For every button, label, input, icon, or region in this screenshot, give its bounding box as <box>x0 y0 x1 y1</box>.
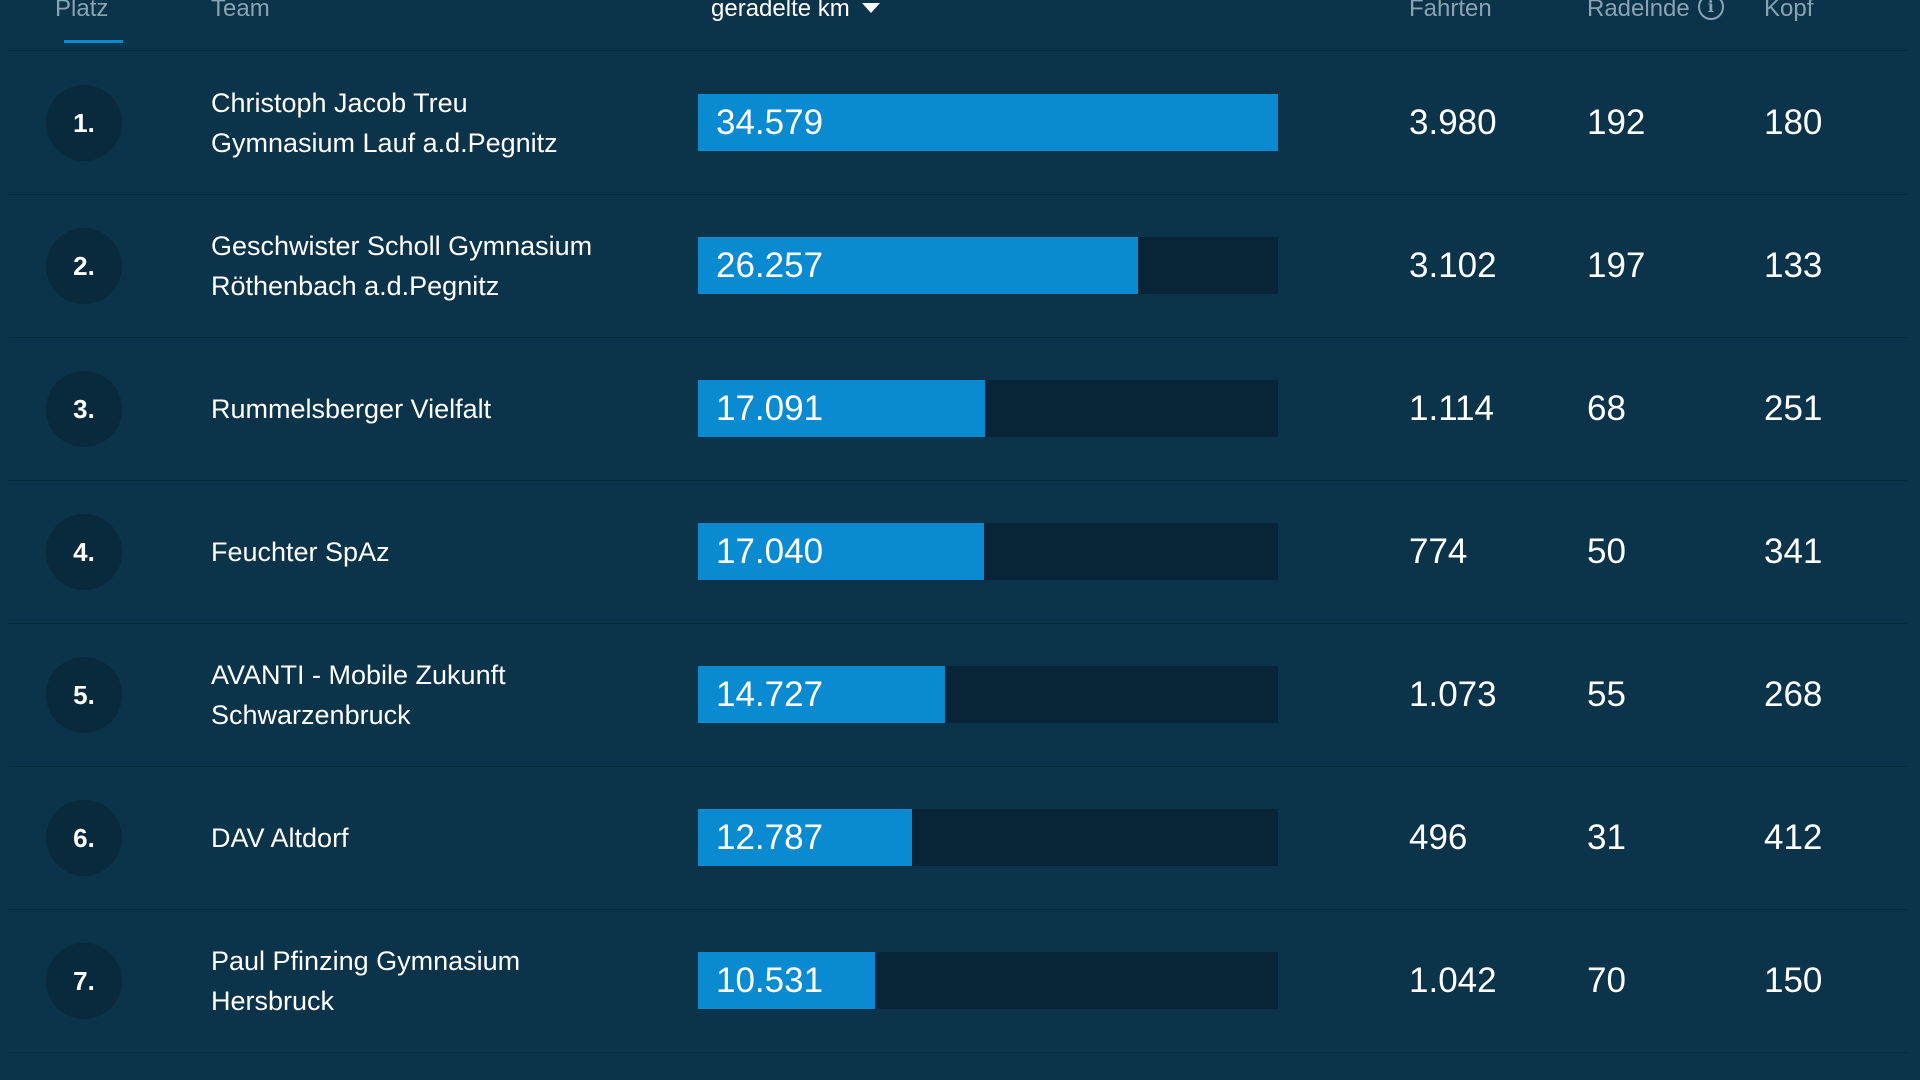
team-name: Christoph Jacob Treu Gymnasium Lauf a.d.… <box>211 51 691 194</box>
km-value: 34.579 <box>716 103 824 142</box>
km-bar-fill <box>698 237 1139 294</box>
table-row[interactable]: 7. Paul Pfinzing Gymnasium Hersbruck 10.… <box>8 909 1908 1053</box>
column-header-team[interactable]: Team <box>211 0 270 22</box>
table-row[interactable]: 6. DAV Altdorf 12.787 496 31 412 <box>8 766 1908 910</box>
team-name-line1: Paul Pfinzing Gymnasium <box>211 945 521 976</box>
team-name-line2: Gymnasium Lauf a.d.Pegnitz <box>211 127 558 158</box>
column-header-km-label: geradelte km <box>711 0 850 22</box>
fahrten-value: 3.980 <box>1409 103 1497 142</box>
km-bar-fill <box>698 380 985 437</box>
team-name-line2: Schwarzenbruck <box>211 699 411 730</box>
team-name-line2: Hersbruck <box>211 985 335 1016</box>
column-header-platz[interactable]: Platz <box>55 0 109 22</box>
table-header: Platz Team geradelte km Fahrten Radelnde… <box>8 0 1908 51</box>
table-row[interactable]: 1. Christoph Jacob Treu Gymnasium Lauf a… <box>8 51 1908 195</box>
fahrten-value: 1.073 <box>1409 675 1497 714</box>
fahrten-value: 496 <box>1409 818 1468 857</box>
table-row[interactable]: 5. AVANTI - Mobile Zukunft Schwarzenbruc… <box>8 623 1908 767</box>
km-bar-track: 17.091 <box>698 380 1278 437</box>
radelnde-value: 50 <box>1587 532 1626 571</box>
km-bar-fill <box>698 94 1278 151</box>
team-name-line2: Röthenbach a.d.Pegnitz <box>211 270 500 301</box>
rank-badge: 5. <box>46 657 122 733</box>
rank-badge: 2. <box>46 228 122 304</box>
rank-badge: 6. <box>46 800 122 876</box>
column-header-kopf[interactable]: Kopf <box>1764 0 1814 22</box>
team-name-line1: AVANTI - Mobile Zukunft <box>211 659 506 690</box>
column-header-fahrten[interactable]: Fahrten <box>1409 0 1492 22</box>
km-value: 26.257 <box>716 246 824 285</box>
team-name-line1: Rummelsberger Vielfalt <box>211 393 492 424</box>
fahrten-value: 3.102 <box>1409 246 1497 285</box>
team-name: Rummelsberger Vielfalt <box>211 337 691 480</box>
team-name-line1: Christoph Jacob Treu <box>211 87 468 118</box>
team-name: Paul Pfinzing Gymnasium Hersbruck <box>211 909 691 1052</box>
active-column-underline <box>64 40 123 43</box>
km-value: 17.091 <box>716 389 824 428</box>
fahrten-value: 774 <box>1409 532 1468 571</box>
km-bar-fill <box>698 523 984 580</box>
info-icon[interactable]: i <box>1697 0 1724 20</box>
column-header-radelnde[interactable]: Radelnde i <box>1587 0 1724 24</box>
rank-badge: 3. <box>46 371 122 447</box>
kopf-value: 150 <box>1764 961 1823 1000</box>
kopf-value: 412 <box>1764 818 1823 857</box>
kopf-value: 133 <box>1764 246 1823 285</box>
sort-desc-icon <box>861 2 880 13</box>
km-bar-track: 12.787 <box>698 809 1278 866</box>
kopf-value: 268 <box>1764 675 1823 714</box>
radelnde-value: 55 <box>1587 675 1626 714</box>
radelnde-value: 197 <box>1587 246 1646 285</box>
team-name: AVANTI - Mobile Zukunft Schwarzenbruck <box>211 623 691 766</box>
rank-badge: 1. <box>46 85 122 161</box>
km-bar-fill <box>698 809 913 866</box>
km-bar-fill <box>698 666 946 723</box>
rank-badge: 4. <box>46 514 122 590</box>
column-header-radelnde-label: Radelnde <box>1587 0 1690 22</box>
km-bar-track: 34.579 <box>698 94 1278 151</box>
km-bar-track: 10.531 <box>698 952 1278 1009</box>
km-value: 14.727 <box>716 675 824 714</box>
team-name-line1: DAV Altdorf <box>211 822 349 853</box>
kopf-value: 341 <box>1764 532 1823 571</box>
fahrten-value: 1.114 <box>1409 389 1494 428</box>
radelnde-value: 192 <box>1587 103 1646 142</box>
km-bar-track: 17.040 <box>698 523 1278 580</box>
radelnde-value: 70 <box>1587 961 1626 1000</box>
table-row[interactable]: 3. Rummelsberger Vielfalt 17.091 1.114 6… <box>8 337 1908 481</box>
km-value: 12.787 <box>716 818 824 857</box>
km-bar-track: 26.257 <box>698 237 1278 294</box>
km-bar-track: 14.727 <box>698 666 1278 723</box>
kopf-value: 180 <box>1764 103 1823 142</box>
team-name: Feuchter SpAz <box>211 480 691 623</box>
km-value: 17.040 <box>716 532 824 571</box>
team-name: DAV Altdorf <box>211 766 691 909</box>
team-name: Geschwister Scholl Gymnasium Röthenbach … <box>211 194 691 337</box>
table-row[interactable]: 2. Geschwister Scholl Gymnasium Röthenba… <box>8 194 1908 338</box>
column-header-km[interactable]: geradelte km <box>711 0 880 24</box>
fahrten-value: 1.042 <box>1409 961 1497 1000</box>
rank-badge: 7. <box>46 943 122 1019</box>
table-row[interactable]: 4. Feuchter SpAz 17.040 774 50 341 <box>8 480 1908 624</box>
radelnde-value: 68 <box>1587 389 1626 428</box>
team-name-line1: Feuchter SpAz <box>211 536 390 567</box>
km-value: 10.531 <box>716 961 824 1000</box>
kopf-value: 251 <box>1764 389 1823 428</box>
radelnde-value: 31 <box>1587 818 1626 857</box>
team-name-line1: Geschwister Scholl Gymnasium <box>211 230 593 261</box>
km-bar-fill <box>698 952 875 1009</box>
